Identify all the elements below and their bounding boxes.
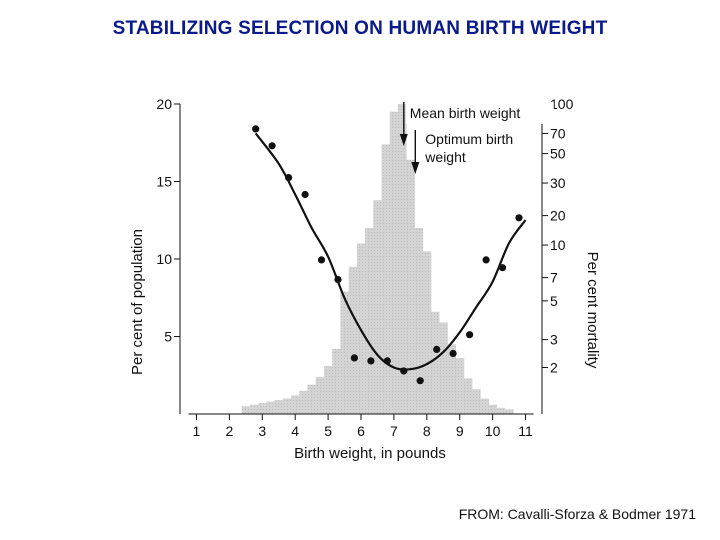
y-tick-label: 15 [156,174,172,190]
histogram-bar [472,389,481,414]
y-tick-label: 5 [164,329,172,345]
slide-title: STABILIZING SELECTION ON HUMAN BIRTH WEI… [112,18,608,39]
optimum-birth-weight-label-line2: weight [424,149,466,165]
x-tick-label: 10 [485,423,501,439]
histogram-bar [447,344,456,415]
histogram-bar [463,378,473,414]
mortality-point [252,125,260,133]
mortality-points-layer [252,125,523,385]
histogram-bar [373,200,382,414]
y2-tick-label: 5 [550,293,558,309]
histogram-bar [439,322,448,414]
y2-tick-label: 70 [550,125,566,141]
histogram-bar [315,376,325,414]
histogram-bar [414,228,424,414]
mortality-curve [254,132,527,371]
x-tick-label: 9 [456,423,464,439]
histogram-bar [348,266,358,415]
histogram-bar [488,404,498,414]
mortality-point [482,256,490,264]
mortality-point [317,256,326,264]
histogram-bar [249,404,259,414]
x-tick-label: 3 [258,423,266,439]
mortality-point [268,142,276,150]
mean-birth-weight-label: Mean birth weight [410,105,521,121]
x-tick-label: 1 [193,423,201,439]
histogram-bar [389,111,399,415]
histogram-bar [282,398,292,414]
annotation-background [405,102,554,124]
source-credit: FROM: Cavalli-Sforza & Bodmer 1971 [458,506,696,522]
mean-weight-arrow-head [399,134,408,146]
y-tick-label: 20 [156,96,172,112]
x-tick-label: 4 [291,423,299,439]
stabilizing-selection-chart: 1 2 3 4 5 6 7 8 9 10 11 5 10 15 20 2 3 5 7 10 20 30 50 70 100 Me… [129,96,601,462]
mortality-point [334,276,342,284]
y2-tick-label: 2 [550,360,558,376]
histogram-bar [332,348,341,414]
mortality-point [498,264,507,272]
mortality-point [301,190,309,199]
y2-axis-label: Per cent mortality [584,252,601,369]
histogram-bar [480,398,489,414]
histogram-bar [266,401,275,414]
optimum-birth-weight-label: Optimum birth [425,131,513,147]
mortality-point [433,345,441,353]
y-tick-label: 10 [156,251,172,267]
axis-layer: 1 2 3 4 5 6 7 8 9 10 11 5 10 15 20 2 3 5 7 10 20 30 50 70 100 [156,96,573,439]
histogram-bar [307,384,317,414]
histogram-bar [505,409,514,414]
mortality-point [350,354,358,362]
mortality-point [416,377,424,385]
x-tick-label: 11 [518,423,533,439]
y2-tick-label: 3 [550,332,558,348]
mortality-point [449,349,457,358]
y-axis-label: Per cent of population [129,229,146,375]
histogram-bar [241,406,251,415]
annotation-layer: Mean birth weight Optimum birth weight [399,102,554,174]
histogram-bar [291,395,300,414]
mortality-point [400,367,408,375]
histogram-bar [422,251,432,415]
histogram-bar [340,291,349,414]
x-tick-label: 8 [423,423,431,439]
chart-figure: 1 2 3 4 5 6 7 8 9 10 11 5 10 15 20 2 3 5 7 10 20 30 50 70 100 Me… [110,82,610,470]
y2-tick-label: 20 [550,208,566,224]
histogram-bar [398,104,407,414]
y2-tick-label: 30 [550,175,566,191]
x-tick-label: 5 [324,423,332,439]
x-tick-label: 2 [225,423,233,439]
histogram-bar [430,311,440,414]
histogram-bar [258,403,267,414]
mortality-point [515,214,523,222]
histogram-bar [274,400,284,414]
y2-tick-label: 7 [550,270,558,286]
histogram-bar [496,407,506,414]
y2-tick-label: 50 [550,146,566,162]
mortality-point [383,357,391,365]
y2-tick-label: 10 [550,237,566,253]
optimum-weight-arrow-head [411,162,420,174]
mortality-point [367,357,375,365]
histogram-layer [241,104,514,415]
mortality-point [285,174,293,182]
histogram-bar [365,228,374,414]
histogram-bar [455,358,465,414]
x-axis-label: Birth weight, in pounds [294,445,446,462]
x-tick-label: 7 [390,423,398,439]
histogram-bar [406,159,415,414]
histogram-bar [381,144,391,415]
y2-tick-label: 100 [550,96,574,112]
histogram-bar [324,365,333,414]
mortality-point [466,331,474,339]
annotation-background [421,126,540,170]
histogram-bar [299,390,308,415]
x-tick-label: 6 [357,423,365,439]
